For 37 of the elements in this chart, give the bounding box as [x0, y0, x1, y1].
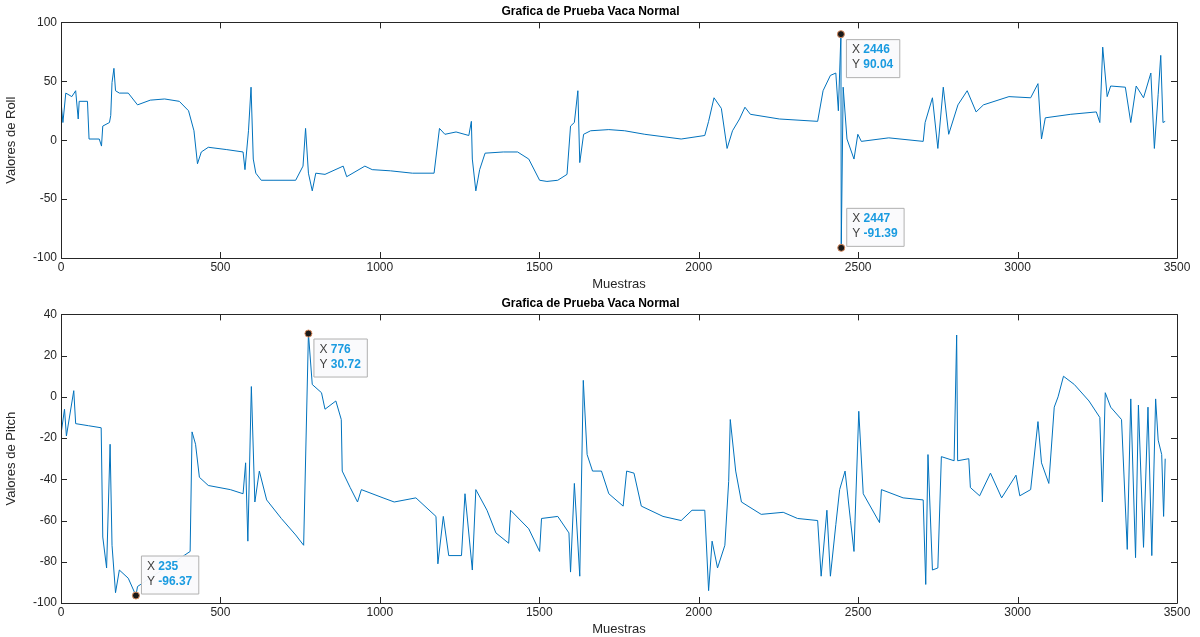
x-tick-label: 1000	[366, 604, 394, 619]
y-tick-label: -20	[39, 430, 58, 445]
y-tick-label: -50	[39, 191, 58, 206]
x-tick-label: 500	[210, 259, 231, 274]
y-tick-label: -100	[32, 250, 58, 265]
y-tick-label: 100	[36, 14, 58, 29]
y-tick-label: 20	[43, 347, 58, 362]
y-tick-label: 0	[50, 389, 58, 404]
x-axis-title: Muestras	[592, 620, 647, 636]
x-axis-title: Muestras	[592, 275, 647, 291]
y-tick-label: -40	[39, 471, 58, 486]
x-tick-label: 1000	[366, 259, 394, 274]
x-tick-label: 3500	[1163, 604, 1191, 619]
x-tick-label: 2500	[844, 259, 872, 274]
x-tick-label: 3000	[1004, 259, 1032, 274]
x-tick-label: 3000	[1004, 604, 1032, 619]
y-tick-label: -80	[39, 554, 58, 569]
x-tick-label: 1500	[525, 259, 553, 274]
x-tick-label: 500	[210, 604, 231, 619]
y-axis-title: Valores de Roll	[3, 96, 19, 184]
x-tick-label: 3500	[1163, 259, 1191, 274]
x-tick-label: 1500	[525, 604, 553, 619]
chart-title: Grafica de Prueba Vaca Normal	[501, 295, 680, 310]
x-tick-label: 2500	[844, 604, 872, 619]
y-tick-label: 40	[43, 306, 58, 321]
y-tick-label: 50	[43, 73, 58, 88]
y-axis-title: Valores de Pitch	[3, 411, 19, 506]
y-tick-label: -60	[39, 512, 58, 527]
annotation: X 2446 Y 90.04	[851, 42, 894, 72]
annotation: X 2447 Y -91.39	[852, 211, 898, 241]
x-tick-label: 2000	[685, 604, 713, 619]
y-tick-label: 0	[50, 132, 58, 147]
y-tick-label: -100	[32, 595, 58, 610]
x-tick-label: 2000	[685, 259, 713, 274]
annotation: X 235 Y -96.37	[146, 558, 193, 588]
annotation: X 776 Y 30.72	[319, 341, 362, 371]
chart-title: Grafica de Prueba Vaca Normal	[501, 3, 680, 18]
